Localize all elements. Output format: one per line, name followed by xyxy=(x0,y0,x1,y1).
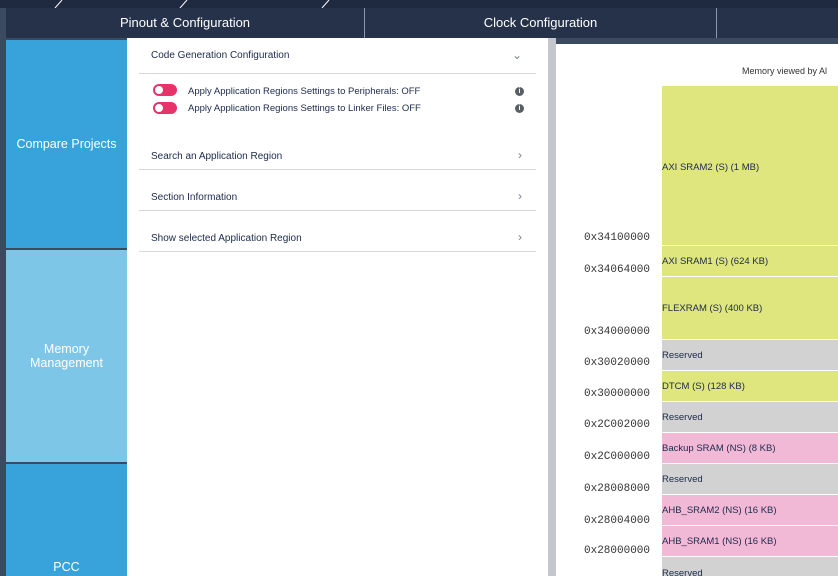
splitter[interactable] xyxy=(548,38,556,576)
memory-region[interactable]: FLEXRAM (S) (400 KB) xyxy=(662,277,838,340)
memory-region[interactable]: Reserved xyxy=(662,557,838,576)
toggle[interactable] xyxy=(153,84,177,96)
address-label: 0x34000000 xyxy=(584,326,651,338)
memory-region[interactable]: AXI SRAM1 (S) (624 KB) xyxy=(662,246,838,277)
section-label: Code Generation Configuration xyxy=(151,50,290,61)
memory-region[interactable]: Backup SRAM (NS) (8 KB) xyxy=(662,433,838,464)
sidebar-label: Memory Management xyxy=(30,342,103,370)
toggle-label: Apply Application Regions Settings to Pe… xyxy=(188,86,421,97)
address-label: 0x34100000 xyxy=(584,232,651,244)
memory-region[interactable]: AXI SRAM2 (S) (1 MB) xyxy=(662,86,838,246)
address-label: 0x2C002000 xyxy=(584,419,651,431)
info-icon[interactable]: i xyxy=(515,87,524,96)
section-header[interactable]: Section Information › xyxy=(139,187,536,211)
address-label: 0x34064000 xyxy=(584,264,651,276)
address-label: 0x2C000000 xyxy=(584,451,651,463)
section-header[interactable]: Show selected Application Region › xyxy=(139,228,536,252)
section-label: Section Information xyxy=(151,192,238,203)
chevron: › xyxy=(518,230,522,244)
sidebar-item[interactable]: Memory Management xyxy=(6,250,127,462)
address-label: 0x30000000 xyxy=(584,388,651,400)
info-icon[interactable]: i xyxy=(515,104,524,113)
chevron: › xyxy=(518,189,522,203)
section-header[interactable]: Code Generation Configuration ⌄ xyxy=(139,48,536,74)
tab[interactable]: Clock Configuration xyxy=(365,8,717,38)
section-label: Search an Application Region xyxy=(151,151,283,162)
memory-region[interactable]: AHB_SRAM1 (NS) (16 KB) xyxy=(662,526,838,557)
address-label: 0x28000000 xyxy=(584,545,651,557)
config-panel xyxy=(127,38,548,576)
chevron: › xyxy=(518,148,522,162)
toggle-label: Apply Application Regions Settings to Li… xyxy=(188,103,421,114)
top-strip xyxy=(0,0,838,8)
memory-region[interactable]: Reserved xyxy=(662,340,838,371)
address-label: 0x28004000 xyxy=(584,515,651,527)
memory-title: Memory viewed by Al xyxy=(742,66,828,76)
sidebar-item[interactable]: Compare Projects xyxy=(6,40,127,248)
tab[interactable]: Pinout & Configuration xyxy=(6,8,365,38)
memory-region[interactable]: AHB_SRAM2 (NS) (16 KB) xyxy=(662,495,838,526)
memory-region[interactable]: DTCM (S) (128 KB) xyxy=(662,371,838,402)
section-header[interactable]: Search an Application Region › xyxy=(139,146,536,170)
address-label: 0x28008000 xyxy=(584,483,651,495)
chevron: ⌄ xyxy=(511,48,522,62)
memory-region[interactable]: Reserved xyxy=(662,402,838,433)
toggle[interactable] xyxy=(153,102,177,114)
section-label: Show selected Application Region xyxy=(151,233,302,244)
memory-region[interactable]: Reserved xyxy=(662,464,838,495)
tab[interactable] xyxy=(717,8,838,38)
address-label: 0x30020000 xyxy=(584,357,651,369)
sidebar-item[interactable]: PCC xyxy=(6,464,127,576)
